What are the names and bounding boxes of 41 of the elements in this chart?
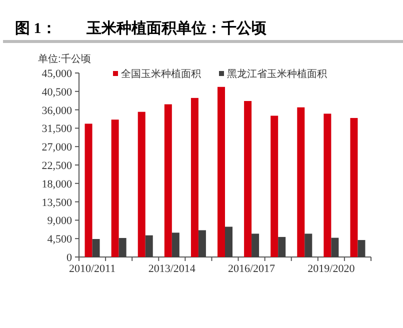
- bar: [297, 107, 305, 257]
- bar: [145, 235, 153, 257]
- x-tick-label: 2016/2017: [228, 263, 276, 275]
- y-tick-label: 36,000: [42, 104, 72, 117]
- bar: [225, 226, 232, 257]
- y-tick-label: 22,500: [42, 160, 72, 172]
- bar: [164, 104, 172, 257]
- y-tick-label: 27,000: [42, 142, 72, 154]
- y-axis-title: 单位:千公顷: [38, 53, 91, 65]
- y-tick-label: 9,000: [47, 215, 72, 228]
- bar: [84, 124, 92, 257]
- bar: [252, 234, 260, 257]
- legend-label: 全国玉米种植面积: [121, 68, 201, 80]
- bar: [92, 239, 100, 257]
- bar: [324, 114, 332, 257]
- y-tick-label: 31,500: [42, 123, 72, 136]
- legend-label: 黑龙江省玉米种植面积: [227, 68, 327, 80]
- x-tick-label: 2013/2014: [148, 263, 196, 275]
- y-tick-label: 45,000: [42, 68, 72, 80]
- bar: [244, 101, 252, 257]
- bar: [190, 98, 198, 257]
- bar: [138, 112, 146, 257]
- bar: [278, 236, 286, 257]
- bar: [118, 238, 126, 257]
- bar: [304, 234, 312, 257]
- bar: [198, 230, 206, 257]
- y-tick-label: 40,500: [42, 86, 72, 98]
- bar: [270, 116, 278, 257]
- x-tick-label: 2019/2020: [308, 263, 356, 275]
- bar: [350, 118, 358, 257]
- bar: [331, 238, 339, 257]
- y-tick-label: 4,500: [47, 234, 72, 246]
- y-tick-label: 0: [66, 252, 72, 264]
- bar: [218, 86, 225, 257]
- bar: [111, 120, 119, 257]
- chart-title: 图 1： 玉米种植面积单位：千公顷: [15, 20, 266, 37]
- y-tick-label: 13,500: [42, 196, 72, 209]
- bar: [358, 240, 366, 257]
- y-tick-label: 18,000: [42, 178, 72, 190]
- bar: [172, 232, 180, 257]
- x-tick-label: 2010/2011: [68, 263, 116, 275]
